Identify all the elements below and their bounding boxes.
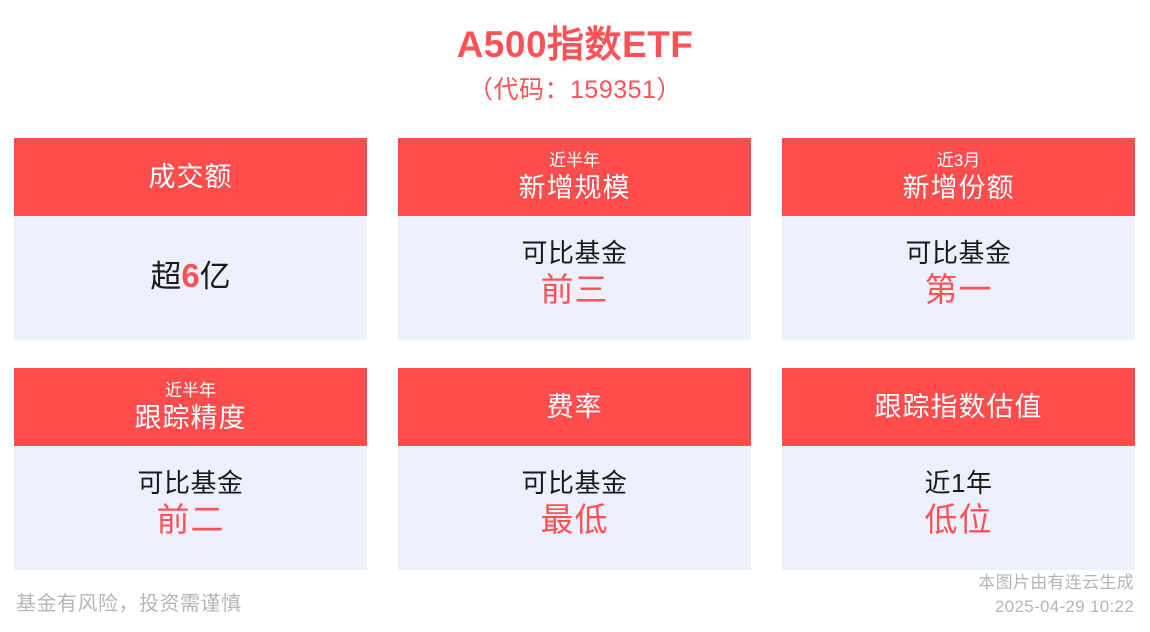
footer: 基金有风险，投资需谨慎 本图片由有连云生成 2025-04-29 10:22: [0, 568, 1150, 632]
metric-card-header: 费率: [398, 368, 751, 446]
metric-card-header: 近半年 跟踪精度: [14, 368, 367, 446]
generator-info: 本图片由有连云生成 2025-04-29 10:22: [978, 571, 1134, 624]
metric-card-eyebrow: 近3月: [936, 150, 981, 170]
generator-timestamp: 2025-04-29 10:22: [994, 597, 1134, 617]
metric-card-body: 可比基金 最低: [398, 446, 751, 570]
metric-card[interactable]: 成交额 超6亿: [14, 138, 367, 340]
metric-card-value: 前二: [156, 501, 225, 538]
title-block: A500指数ETF （代码：159351）: [0, 0, 1150, 108]
metric-card-caption: 近1年: [924, 468, 993, 498]
metric-value-suffix: 亿: [199, 258, 231, 294]
risk-disclaimer: 基金有风险，投资需谨慎: [16, 593, 242, 615]
metric-card-caption: 可比基金: [137, 468, 244, 498]
metric-card-value: 第一: [924, 271, 993, 308]
metric-card-headline: 成交额: [148, 162, 233, 192]
metric-card-caption: 可比基金: [521, 468, 628, 498]
metric-card-value: 低位: [924, 501, 993, 538]
metric-card-body: 可比基金 第一: [782, 216, 1135, 340]
page-subtitle-code: （代码：159351）: [468, 76, 682, 105]
metric-card[interactable]: 近半年 跟踪精度 可比基金 前二: [14, 368, 367, 570]
metric-card[interactable]: 近3月 新增份额 可比基金 第一: [782, 138, 1135, 340]
metric-card-grid: 成交额 超6亿 近半年 新增规模 可比基金 前三 近3月 新增份额 可比基金 第…: [14, 138, 1136, 570]
generator-source: 本图片由有连云生成: [978, 572, 1134, 592]
metric-card-value: 最低: [540, 501, 609, 538]
metric-card-header: 成交额: [14, 138, 367, 216]
page-title: A500指数ETF: [456, 24, 694, 65]
metric-card[interactable]: 跟踪指数估值 近1年 低位: [782, 368, 1135, 570]
metric-card-body: 可比基金 前三: [398, 216, 751, 340]
metric-card-headline: 跟踪指数估值: [874, 392, 1043, 422]
metric-card-headline: 新增份额: [902, 172, 1015, 203]
metric-card-value: 前三: [540, 271, 609, 308]
metric-card[interactable]: 近半年 新增规模 可比基金 前三: [398, 138, 751, 340]
metric-card-header: 近半年 新增规模: [398, 138, 751, 216]
metric-card-body: 近1年 低位: [782, 446, 1135, 570]
metric-card-value: 超6亿: [150, 256, 230, 297]
metric-value-accent: 6: [181, 256, 200, 294]
metric-card-body: 可比基金 前二: [14, 446, 367, 570]
metric-value-prefix: 超: [150, 258, 182, 294]
metric-card[interactable]: 费率 可比基金 最低: [398, 368, 751, 570]
metric-card-caption: 可比基金: [905, 238, 1012, 268]
metric-card-header: 近3月 新增份额: [782, 138, 1135, 216]
metric-card-header: 跟踪指数估值: [782, 368, 1135, 446]
metric-card-eyebrow: 近半年: [165, 380, 216, 400]
metric-card-eyebrow: 近半年: [549, 150, 600, 170]
metric-card-body: 超6亿: [14, 216, 367, 340]
metric-card-headline: 跟踪精度: [134, 402, 247, 433]
metric-card-headline: 费率: [546, 392, 603, 422]
metric-card-headline: 新增规模: [518, 172, 631, 203]
metric-card-caption: 可比基金: [521, 238, 628, 268]
